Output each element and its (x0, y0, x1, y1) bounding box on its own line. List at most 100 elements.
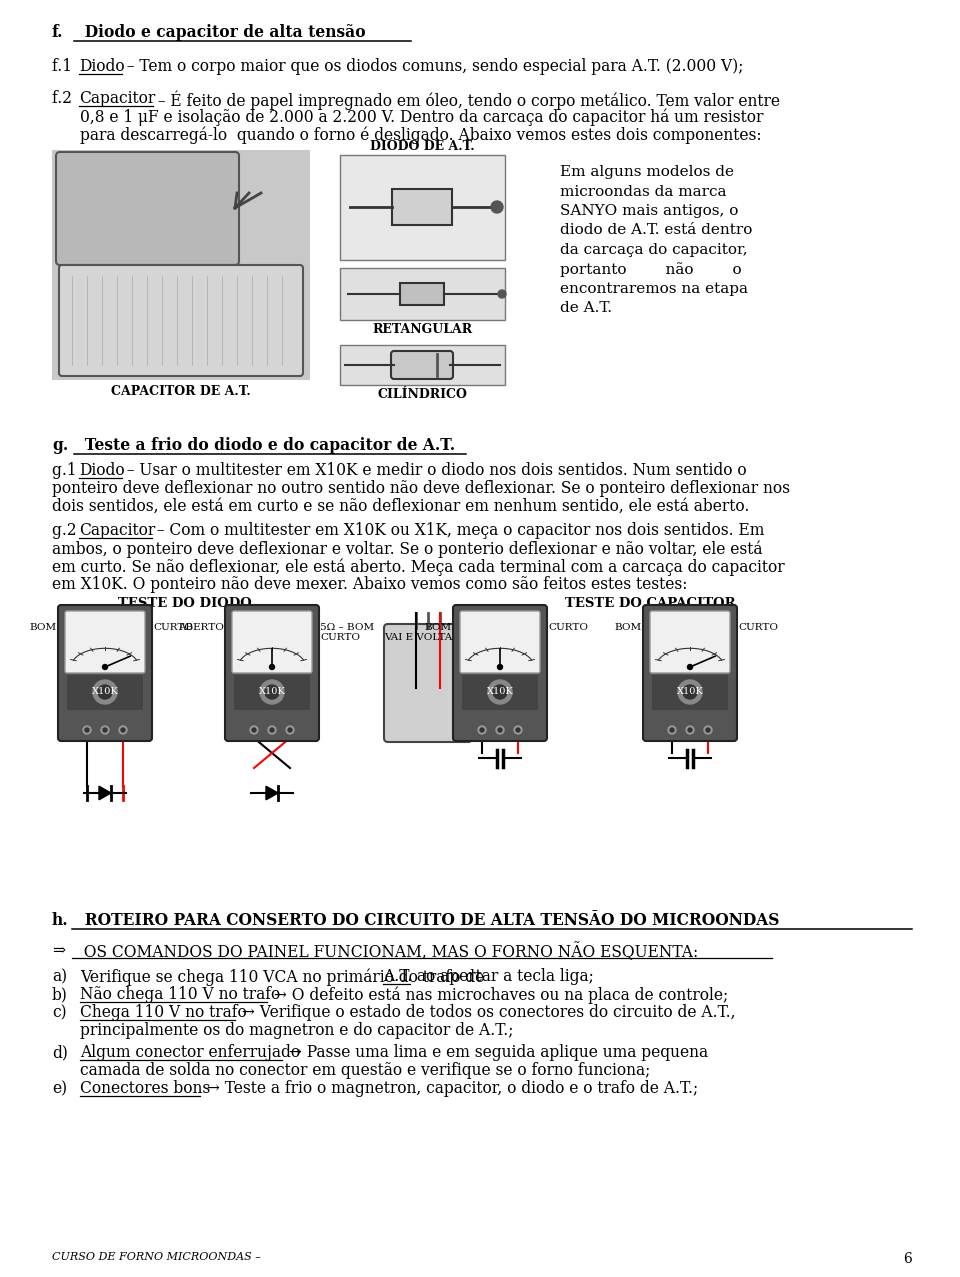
FancyBboxPatch shape (225, 605, 319, 741)
Circle shape (704, 727, 712, 734)
Text: CAPACITOR DE A.T.: CAPACITOR DE A.T. (111, 384, 251, 398)
Text: ROTEIRO PARA CONSERTO DO CIRCUITO DE ALTA TENSÃO DO MICROONDAS: ROTEIRO PARA CONSERTO DO CIRCUITO DE ALT… (74, 912, 780, 928)
Circle shape (270, 664, 275, 669)
Text: Conectores bons: Conectores bons (80, 1080, 210, 1097)
Circle shape (488, 679, 512, 704)
Text: f.1: f.1 (52, 57, 77, 75)
Text: f.: f. (52, 24, 63, 41)
Bar (234, 710, 310, 736)
Circle shape (268, 727, 276, 734)
Circle shape (83, 727, 91, 734)
Text: CURSO DE FORNO MICROONDAS –: CURSO DE FORNO MICROONDAS – (52, 1251, 261, 1262)
Circle shape (497, 664, 502, 669)
Text: em X10K. O ponteiro não deve mexer. Abaixo vemos como são feitos estes testes:: em X10K. O ponteiro não deve mexer. Abai… (52, 576, 687, 593)
Text: RETANGULAR: RETANGULAR (372, 323, 472, 336)
Bar (67, 710, 143, 736)
Circle shape (686, 727, 694, 734)
Circle shape (270, 728, 274, 732)
Text: da carcaça do capacitor,: da carcaça do capacitor, (560, 243, 748, 257)
Text: BOM: BOM (425, 623, 452, 632)
Circle shape (98, 684, 112, 699)
FancyBboxPatch shape (384, 624, 472, 742)
Circle shape (678, 679, 702, 704)
Text: a): a) (52, 968, 67, 985)
Text: OS COMANDOS DO PAINEL FUNCIONAM, MAS O FORNO NÃO ESQUENTA:: OS COMANDOS DO PAINEL FUNCIONAM, MAS O F… (74, 942, 698, 960)
Circle shape (252, 728, 256, 732)
Text: VAI E VOLTA: VAI E VOLTA (384, 633, 452, 642)
Text: g.1: g.1 (52, 462, 82, 479)
Text: TESTE DO CAPACITOR: TESTE DO CAPACITOR (564, 598, 735, 610)
Text: CURTO: CURTO (320, 633, 360, 642)
Text: → Teste a frio o magnetron, capacitor, o diodo e o trafo de A.T.;: → Teste a frio o magnetron, capacitor, o… (202, 1080, 698, 1097)
Text: ao apertar a tecla liga;: ao apertar a tecla liga; (413, 968, 594, 985)
Circle shape (498, 290, 506, 298)
Circle shape (670, 728, 674, 732)
Text: portanto        não        o: portanto não o (560, 263, 742, 277)
FancyBboxPatch shape (65, 610, 145, 673)
Text: DIODO DE A.T.: DIODO DE A.T. (370, 140, 474, 153)
Bar (392, 189, 452, 225)
FancyBboxPatch shape (643, 605, 737, 741)
Text: SANYO mais antigos, o: SANYO mais antigos, o (560, 204, 738, 218)
Bar (340, 345, 505, 384)
Text: BOM: BOM (30, 623, 57, 632)
Circle shape (516, 728, 520, 732)
Bar (652, 710, 728, 736)
Text: encontraremos na etapa: encontraremos na etapa (560, 282, 748, 296)
Text: – É feito de papel impregnado em óleo, tendo o corpo metálico. Tem valor entre: – É feito de papel impregnado em óleo, t… (153, 89, 780, 110)
Text: b): b) (52, 986, 68, 1002)
Bar (52, 149, 310, 381)
Circle shape (93, 679, 117, 704)
Text: Teste a frio do diodo e do capacitor de A.T.: Teste a frio do diodo e do capacitor de … (74, 437, 455, 455)
FancyBboxPatch shape (58, 605, 152, 741)
Bar (340, 268, 505, 321)
Text: Verifique se chega 110 VCA no primário do trafo de: Verifique se chega 110 VCA no primário d… (80, 968, 490, 986)
Circle shape (101, 727, 109, 734)
Text: Em alguns modelos de: Em alguns modelos de (560, 165, 734, 179)
Text: 6: 6 (903, 1251, 912, 1266)
Text: diodo de A.T. está dentro: diodo de A.T. está dentro (560, 223, 753, 238)
Text: Diodo e capacitor de alta tensão: Diodo e capacitor de alta tensão (74, 24, 366, 41)
Text: dois sentidos, ele está em curto e se não deflexionar em nenhum sentido, ele est: dois sentidos, ele está em curto e se nã… (52, 498, 750, 515)
Circle shape (85, 728, 89, 732)
Text: → Passe uma lima e em seguida aplique uma pequena: → Passe uma lima e em seguida aplique um… (284, 1045, 708, 1061)
Text: d): d) (52, 1045, 68, 1061)
Text: – Tem o corpo maior que os diodos comuns, sendo especial para A.T. (2.000 V);: – Tem o corpo maior que os diodos comuns… (122, 57, 743, 75)
FancyBboxPatch shape (232, 610, 312, 673)
Circle shape (496, 727, 504, 734)
Text: Algum conector enferrujado: Algum conector enferrujado (80, 1045, 300, 1061)
Text: c): c) (52, 1004, 66, 1022)
Circle shape (103, 664, 108, 669)
Circle shape (288, 728, 292, 732)
Circle shape (491, 200, 503, 213)
Text: h.: h. (52, 912, 68, 928)
Circle shape (103, 728, 107, 732)
Bar (67, 676, 143, 710)
Polygon shape (266, 787, 278, 799)
Text: ambos, o ponteiro deve deflexionar e voltar. Se o ponterio deflexionar e não vol: ambos, o ponteiro deve deflexionar e vol… (52, 540, 762, 558)
Bar (340, 155, 505, 261)
Bar (234, 676, 310, 710)
Text: e): e) (52, 1080, 67, 1097)
Text: 5Ω – BOM: 5Ω – BOM (320, 623, 374, 632)
Text: f.2: f.2 (52, 89, 77, 107)
Text: g.: g. (52, 437, 68, 455)
Text: principalmente os do magnetron e do capacitor de A.T.;: principalmente os do magnetron e do capa… (80, 1022, 514, 1039)
Text: de A.T.: de A.T. (560, 301, 612, 315)
Text: X10K: X10K (91, 687, 118, 696)
Circle shape (687, 664, 692, 669)
Circle shape (480, 728, 484, 732)
Text: Não chega 110 V no trafo: Não chega 110 V no trafo (80, 986, 280, 1002)
Text: X10K: X10K (258, 687, 285, 696)
Text: Diodo: Diodo (79, 462, 125, 479)
Circle shape (250, 727, 258, 734)
Text: para descarregá-lo  quando o forno é desligado. Abaixo vemos estes dois componen: para descarregá-lo quando o forno é desl… (80, 126, 761, 143)
Text: → Verifique o estado de todos os conectores do circuito de A.T.,: → Verifique o estado de todos os conecto… (237, 1004, 735, 1022)
Text: 0,8 e 1 μF e isolação de 2.000 a 2.200 V. Dentro da carcaça do capacitor há um r: 0,8 e 1 μF e isolação de 2.000 a 2.200 V… (80, 109, 763, 125)
Text: X10K: X10K (677, 687, 704, 696)
Circle shape (260, 679, 284, 704)
Text: g.2: g.2 (52, 522, 82, 539)
Bar (652, 676, 728, 710)
FancyBboxPatch shape (59, 266, 303, 375)
FancyBboxPatch shape (650, 610, 730, 673)
